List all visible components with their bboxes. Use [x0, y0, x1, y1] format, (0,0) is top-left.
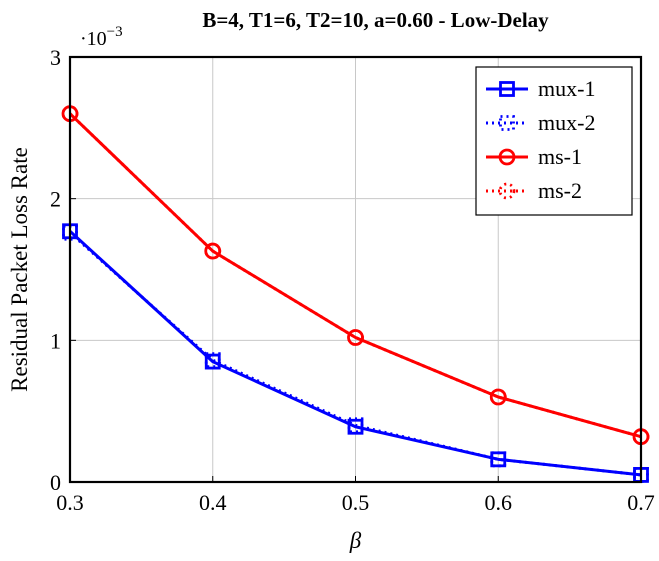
x-tick-label: 0.4 — [199, 490, 227, 515]
y-tick-label: 3 — [50, 45, 61, 70]
data-point-ms-2 — [204, 242, 222, 260]
y-tick-label: 2 — [50, 187, 61, 212]
data-point-ms-2 — [61, 105, 79, 123]
legend-marker — [499, 81, 515, 97]
y-tick-label: 0 — [50, 470, 61, 495]
legend-marker — [498, 148, 516, 166]
chart-title: B=4, T1=6, T2=10, a=0.60 - Low-Delay — [202, 8, 549, 32]
legend-item-ms-2: ms-2 — [486, 178, 582, 203]
y-tick-label: 1 — [50, 328, 61, 353]
data-point-ms-2 — [632, 428, 650, 446]
x-tick-label: 0.5 — [342, 490, 370, 515]
legend: mux-1 mux-2 ms-1 ms-2 — [475, 66, 633, 216]
legend-item-ms-1: ms-1 — [486, 144, 582, 169]
series-ms-2 — [61, 105, 650, 446]
y-multiplier-base: ·10 — [80, 28, 107, 50]
data-point-mux-2 — [204, 352, 221, 369]
series-line-mux-2 — [69, 231, 642, 477]
legend-marker — [498, 182, 516, 200]
data-point-ms-2 — [489, 388, 507, 406]
legend-item-mux-1: mux-1 — [486, 76, 595, 101]
legend-label: mux-2 — [538, 110, 595, 135]
data-point-mux-1 — [204, 353, 221, 370]
data-point-ms-2 — [347, 329, 364, 346]
legend-box — [475, 66, 633, 216]
legend-label: mux-1 — [538, 76, 595, 101]
y-axis-label: Residual Packet Loss Rate — [7, 147, 32, 392]
legend-item-mux-2: mux-2 — [486, 110, 595, 135]
series-line-ms-2 — [68, 112, 642, 439]
x-tick-label: 0.7 — [627, 490, 655, 515]
x-axis-label: β — [349, 528, 362, 553]
y-multiplier-exponent: −3 — [107, 24, 123, 40]
legend-label: ms-1 — [538, 144, 582, 169]
legend-marker — [499, 115, 515, 131]
x-tick-label: 0.6 — [485, 490, 513, 515]
data-point-mux-2 — [490, 451, 507, 468]
y-axis-multiplier: ·10−3 — [80, 24, 123, 50]
x-tick-label: 0.3 — [56, 490, 84, 515]
data-point-mux-2 — [347, 417, 364, 434]
legend-label: ms-2 — [538, 178, 582, 203]
tick-labels: 0.3 0.4 0.5 0.6 0.7 0 1 2 3 — [50, 45, 655, 515]
